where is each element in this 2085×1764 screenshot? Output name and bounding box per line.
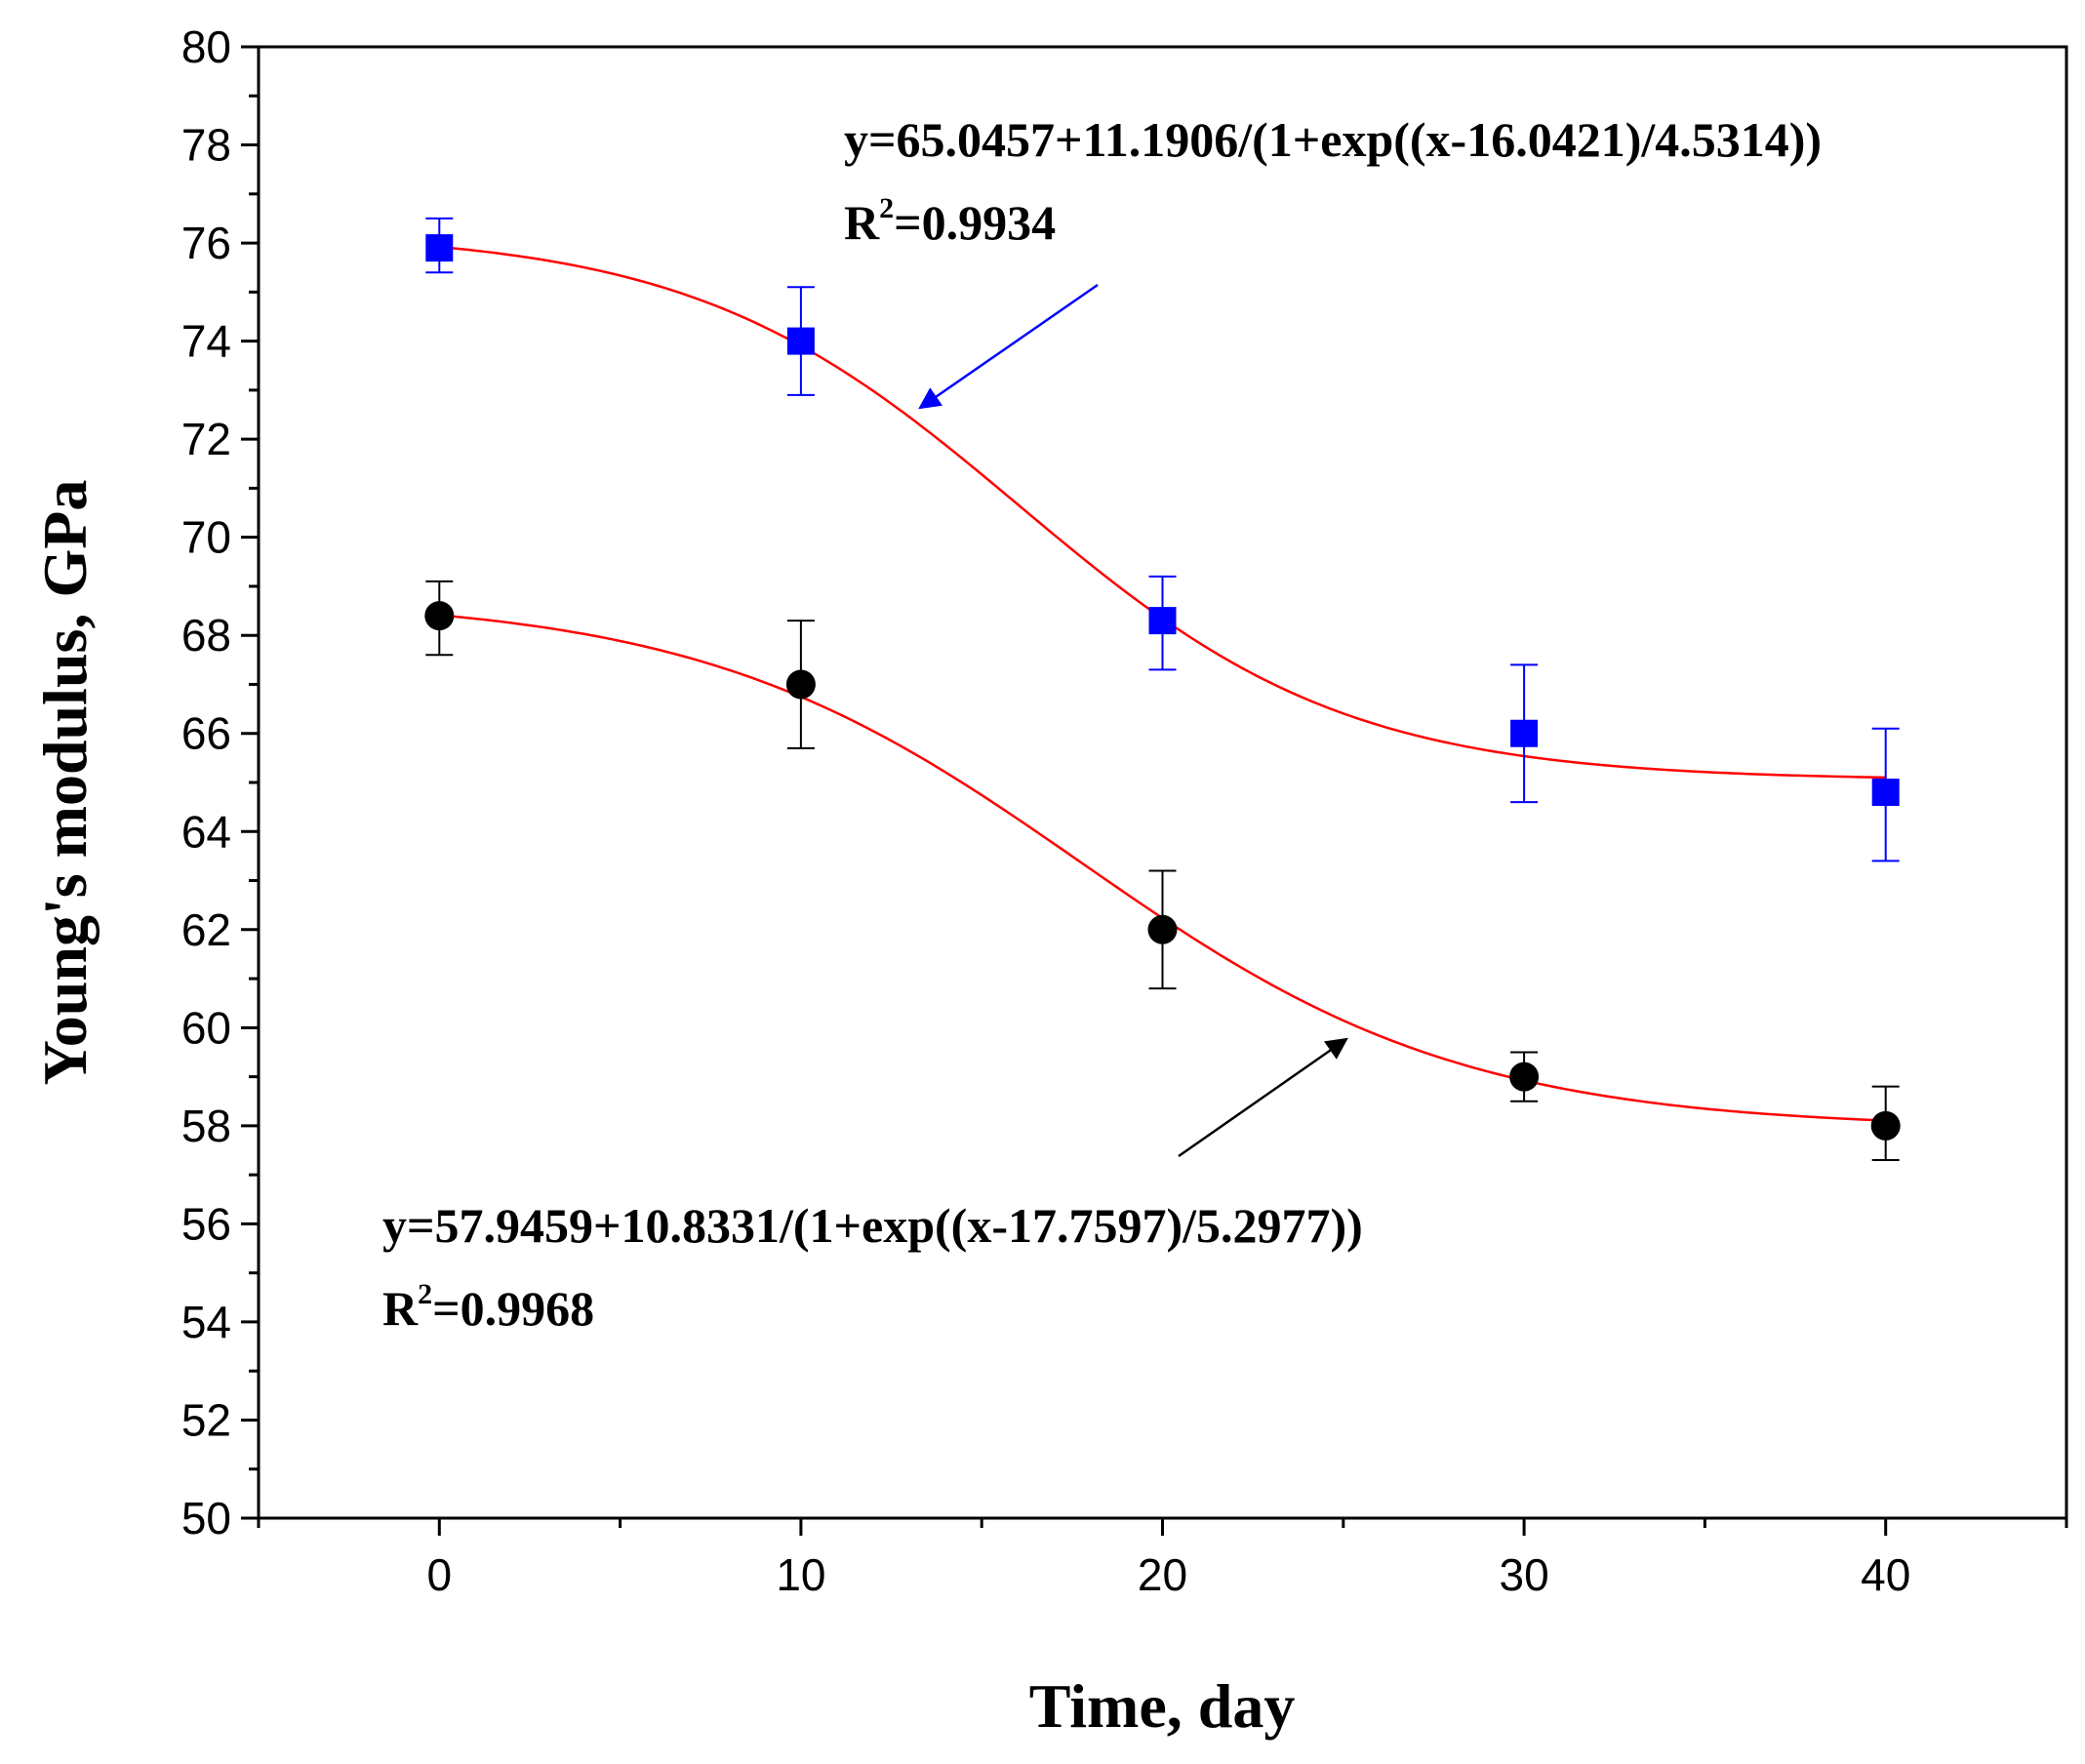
- y-tick-label: 66: [181, 708, 231, 759]
- blue-fit-equation: y=65.0457+11.1906/(1+exp((x-16.0421)/4.5…: [844, 112, 1822, 167]
- blue-annotation-arrow: [918, 283, 1099, 410]
- y-axis-title: Young's modulus, GPa: [30, 480, 100, 1086]
- black-fit-equation: y=57.9459+10.8331/(1+exp((x-17.7597)/5.2…: [382, 1198, 1363, 1253]
- y-tick-label: 56: [181, 1198, 231, 1249]
- blue-squares-point: [1148, 607, 1177, 635]
- plot-frame: [257, 45, 2068, 1520]
- y-tick-label: 62: [181, 904, 231, 955]
- blue-r2-value: =0.9934: [894, 195, 1056, 250]
- black-circles-point: [1509, 1062, 1540, 1092]
- x-axis-title: Time, day: [1029, 1671, 1296, 1741]
- x-tick-label: 30: [1500, 1549, 1549, 1600]
- y-tick-label: 50: [181, 1493, 231, 1544]
- black-circles-point: [1870, 1110, 1901, 1141]
- y-tick-label: 58: [181, 1101, 231, 1151]
- blue-squares-point: [1510, 719, 1539, 747]
- y-tick-label: 74: [181, 316, 231, 367]
- black-circles-fit-curve: [439, 614, 1886, 1122]
- black-r2-sup: 2: [418, 1278, 432, 1310]
- y-tick-label: 60: [181, 1002, 231, 1053]
- black-r2-prefix: R: [382, 1281, 419, 1336]
- blue-r2-sup: 2: [879, 192, 894, 224]
- y-tick-label: 70: [181, 512, 231, 563]
- black-annotation-arrow: [1178, 1037, 1348, 1158]
- y-tick-label: 72: [181, 414, 231, 464]
- blue-squares-point: [786, 327, 815, 355]
- y-tick-label: 52: [181, 1394, 231, 1445]
- x-tick-label: 0: [427, 1549, 453, 1600]
- x-tick-label: 40: [1861, 1549, 1910, 1600]
- black-circles-point: [424, 601, 455, 631]
- black-circles-point: [785, 669, 816, 700]
- y-tick-label: 54: [181, 1297, 231, 1347]
- black-r2-value: =0.9968: [432, 1281, 594, 1336]
- blue-fit-r2: R2=0.9934: [844, 192, 1056, 250]
- y-tick-label: 64: [181, 806, 231, 857]
- blue-squares-fit-curve: [439, 245, 1886, 780]
- black-circles-point: [1147, 914, 1178, 944]
- x-tick-label: 10: [776, 1549, 825, 1600]
- y-tick-label: 76: [181, 218, 231, 268]
- black-fit-r2: R2=0.9968: [382, 1278, 594, 1336]
- y-tick-label: 80: [181, 21, 231, 72]
- y-tick-label: 78: [181, 120, 231, 171]
- blue-squares-point: [425, 234, 454, 262]
- y-tick-label: 68: [181, 610, 231, 661]
- x-tick-label: 20: [1138, 1549, 1187, 1600]
- blue-squares-point: [1871, 779, 1900, 807]
- blue-r2-prefix: R: [844, 195, 880, 250]
